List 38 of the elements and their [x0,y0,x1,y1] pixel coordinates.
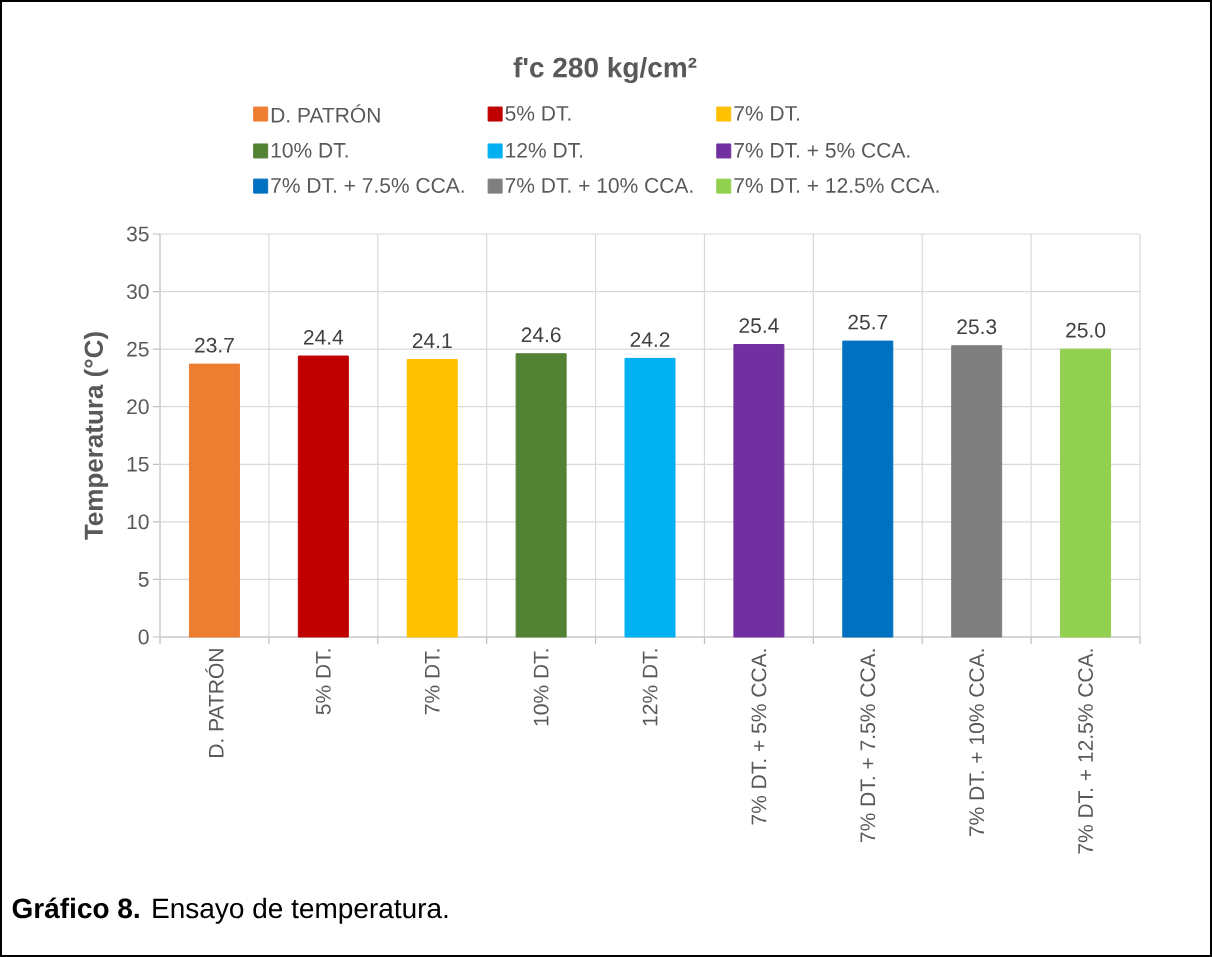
y-axis-title: Temperatura (°C) [83,332,109,540]
data-label: 24.2 [630,332,670,347]
text: Gráfico 8. Ensayo de temperatura. [12,897,448,924]
y-tick-label: 10 [127,514,149,530]
x-tick-label: 5% DT. [315,649,331,715]
y-tick-label: 0 [138,629,149,645]
x-tick-label: D. PATRÓN [205,649,224,758]
data-label: 23.7 [195,337,234,353]
y-tick-label: 5 [138,572,149,587]
y-tick-label: 35 [126,226,149,242]
legend-label: D. PATRÓN [271,104,380,123]
x-tick-label: 12% DT. [642,649,658,726]
y-tick-label: 30 [126,284,149,300]
data-label: 24.4 [303,329,344,345]
data-label: 24.6 [521,327,561,343]
x-tick-label: 7% DT. + 10% CCA. [969,649,985,837]
y-tick-label: 15 [127,456,149,472]
legend-label: 10% DT. [271,142,348,158]
data-label: 25.0 [1066,322,1106,338]
legend-label: 7% DT. + 7.5% CCA. [271,178,464,193]
data-label: 24.1 [412,333,452,348]
y-tick-label: 25 [127,341,149,357]
x-tick-label: 7% DT. + 7.5% CCA. [860,649,876,842]
x-tick-label: 7% DT. [424,649,440,715]
data-label: 25.4 [739,318,779,334]
y-tick-label: 20 [127,399,149,415]
data-label: 25.7 [848,314,888,330]
legend-label: 7% DT. + 12.5% CCA. [734,178,939,193]
data-label: 25.3 [957,319,997,335]
x-tick-label: 10% DT. [533,649,549,726]
legend-label: 7% DT. [734,106,800,121]
x-tick-label: 7% DT. + 5% CCA. [751,649,767,825]
legend-label: 7% DT. + 5% CCA. [734,142,910,158]
legend-label: 5% DT. [505,106,571,121]
x-tick-label: 7% DT. + 12.5% CCA. [1078,649,1093,854]
chart-title: f'c 280 kg/cm² [513,56,697,84]
legend-label: 12% DT. [506,142,583,158]
legend-label: 7% DT. + 10% CCA. [505,178,693,193]
